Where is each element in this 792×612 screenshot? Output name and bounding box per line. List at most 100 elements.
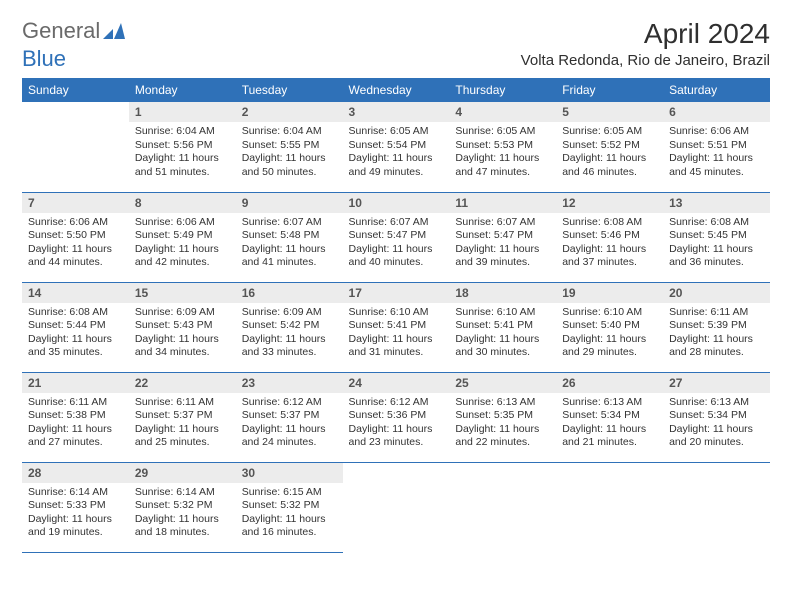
day-number: 26 bbox=[556, 373, 663, 393]
day-content: Sunrise: 6:09 AMSunset: 5:43 PMDaylight:… bbox=[129, 303, 236, 367]
day-number: 22 bbox=[129, 373, 236, 393]
day-sunset: Sunset: 5:47 PM bbox=[349, 229, 444, 243]
day-sunrise: Sunrise: 6:13 AM bbox=[669, 396, 764, 410]
day-sunset: Sunset: 5:41 PM bbox=[349, 319, 444, 333]
calendar-cell: 29Sunrise: 6:14 AMSunset: 5:32 PMDayligh… bbox=[129, 462, 236, 552]
day-number: 24 bbox=[343, 373, 450, 393]
day-content: Sunrise: 6:06 AMSunset: 5:51 PMDaylight:… bbox=[663, 122, 770, 186]
day-daylight: Daylight: 11 hours and 39 minutes. bbox=[455, 243, 550, 270]
calendar-cell: 14Sunrise: 6:08 AMSunset: 5:44 PMDayligh… bbox=[22, 282, 129, 372]
day-number: 16 bbox=[236, 283, 343, 303]
day-daylight: Daylight: 11 hours and 23 minutes. bbox=[349, 423, 444, 450]
calendar-cell: 28Sunrise: 6:14 AMSunset: 5:33 PMDayligh… bbox=[22, 462, 129, 552]
day-sunset: Sunset: 5:37 PM bbox=[135, 409, 230, 423]
day-sunrise: Sunrise: 6:11 AM bbox=[669, 306, 764, 320]
day-content: Sunrise: 6:07 AMSunset: 5:48 PMDaylight:… bbox=[236, 213, 343, 277]
day-header: Monday bbox=[129, 78, 236, 102]
day-header: Tuesday bbox=[236, 78, 343, 102]
calendar-cell: 24Sunrise: 6:12 AMSunset: 5:36 PMDayligh… bbox=[343, 372, 450, 462]
day-sunrise: Sunrise: 6:08 AM bbox=[669, 216, 764, 230]
day-daylight: Daylight: 11 hours and 49 minutes. bbox=[349, 152, 444, 179]
calendar-cell: 3Sunrise: 6:05 AMSunset: 5:54 PMDaylight… bbox=[343, 102, 450, 192]
day-number: 2 bbox=[236, 102, 343, 122]
day-sunrise: Sunrise: 6:12 AM bbox=[349, 396, 444, 410]
day-content: Sunrise: 6:11 AMSunset: 5:38 PMDaylight:… bbox=[22, 393, 129, 457]
day-number: 29 bbox=[129, 463, 236, 483]
calendar-cell: 10Sunrise: 6:07 AMSunset: 5:47 PMDayligh… bbox=[343, 192, 450, 282]
calendar-cell: 18Sunrise: 6:10 AMSunset: 5:41 PMDayligh… bbox=[449, 282, 556, 372]
day-content: Sunrise: 6:10 AMSunset: 5:41 PMDaylight:… bbox=[449, 303, 556, 367]
calendar-cell: 8Sunrise: 6:06 AMSunset: 5:49 PMDaylight… bbox=[129, 192, 236, 282]
day-content: Sunrise: 6:11 AMSunset: 5:37 PMDaylight:… bbox=[129, 393, 236, 457]
day-content: Sunrise: 6:13 AMSunset: 5:35 PMDaylight:… bbox=[449, 393, 556, 457]
day-number: 8 bbox=[129, 193, 236, 213]
day-number: 6 bbox=[663, 102, 770, 122]
day-sunset: Sunset: 5:32 PM bbox=[242, 499, 337, 513]
day-daylight: Daylight: 11 hours and 45 minutes. bbox=[669, 152, 764, 179]
day-number: 27 bbox=[663, 373, 770, 393]
day-sunrise: Sunrise: 6:15 AM bbox=[242, 486, 337, 500]
calendar-cell: 17Sunrise: 6:10 AMSunset: 5:41 PMDayligh… bbox=[343, 282, 450, 372]
day-sunrise: Sunrise: 6:05 AM bbox=[349, 125, 444, 139]
calendar-cell: 30Sunrise: 6:15 AMSunset: 5:32 PMDayligh… bbox=[236, 462, 343, 552]
day-sunrise: Sunrise: 6:05 AM bbox=[562, 125, 657, 139]
day-daylight: Daylight: 11 hours and 24 minutes. bbox=[242, 423, 337, 450]
day-content: Sunrise: 6:12 AMSunset: 5:37 PMDaylight:… bbox=[236, 393, 343, 457]
day-daylight: Daylight: 11 hours and 33 minutes. bbox=[242, 333, 337, 360]
logo-mark-icon bbox=[103, 22, 125, 40]
day-number: 20 bbox=[663, 283, 770, 303]
day-number: 1 bbox=[129, 102, 236, 122]
calendar-cell: 22Sunrise: 6:11 AMSunset: 5:37 PMDayligh… bbox=[129, 372, 236, 462]
day-sunrise: Sunrise: 6:11 AM bbox=[135, 396, 230, 410]
day-number: 7 bbox=[22, 193, 129, 213]
day-sunset: Sunset: 5:32 PM bbox=[135, 499, 230, 513]
day-daylight: Daylight: 11 hours and 46 minutes. bbox=[562, 152, 657, 179]
day-number: 30 bbox=[236, 463, 343, 483]
day-sunset: Sunset: 5:35 PM bbox=[455, 409, 550, 423]
calendar-cell: 26Sunrise: 6:13 AMSunset: 5:34 PMDayligh… bbox=[556, 372, 663, 462]
day-content: Sunrise: 6:15 AMSunset: 5:32 PMDaylight:… bbox=[236, 483, 343, 547]
day-content: Sunrise: 6:07 AMSunset: 5:47 PMDaylight:… bbox=[343, 213, 450, 277]
day-sunrise: Sunrise: 6:07 AM bbox=[455, 216, 550, 230]
day-number: 13 bbox=[663, 193, 770, 213]
day-daylight: Daylight: 11 hours and 20 minutes. bbox=[669, 423, 764, 450]
calendar-cell: 13Sunrise: 6:08 AMSunset: 5:45 PMDayligh… bbox=[663, 192, 770, 282]
day-content: Sunrise: 6:12 AMSunset: 5:36 PMDaylight:… bbox=[343, 393, 450, 457]
day-number: 25 bbox=[449, 373, 556, 393]
day-sunset: Sunset: 5:43 PM bbox=[135, 319, 230, 333]
day-sunset: Sunset: 5:56 PM bbox=[135, 139, 230, 153]
day-number: 9 bbox=[236, 193, 343, 213]
day-content: Sunrise: 6:09 AMSunset: 5:42 PMDaylight:… bbox=[236, 303, 343, 367]
day-sunrise: Sunrise: 6:12 AM bbox=[242, 396, 337, 410]
day-content: Sunrise: 6:10 AMSunset: 5:41 PMDaylight:… bbox=[343, 303, 450, 367]
day-sunset: Sunset: 5:46 PM bbox=[562, 229, 657, 243]
calendar-cell: 2Sunrise: 6:04 AMSunset: 5:55 PMDaylight… bbox=[236, 102, 343, 192]
day-content: Sunrise: 6:08 AMSunset: 5:44 PMDaylight:… bbox=[22, 303, 129, 367]
day-daylight: Daylight: 11 hours and 25 minutes. bbox=[135, 423, 230, 450]
day-sunrise: Sunrise: 6:13 AM bbox=[562, 396, 657, 410]
day-content: Sunrise: 6:13 AMSunset: 5:34 PMDaylight:… bbox=[556, 393, 663, 457]
day-content: Sunrise: 6:14 AMSunset: 5:33 PMDaylight:… bbox=[22, 483, 129, 547]
day-header: Sunday bbox=[22, 78, 129, 102]
calendar-week: 7Sunrise: 6:06 AMSunset: 5:50 PMDaylight… bbox=[22, 192, 770, 282]
calendar-body: 1Sunrise: 6:04 AMSunset: 5:56 PMDaylight… bbox=[22, 102, 770, 552]
calendar-cell bbox=[343, 462, 450, 552]
calendar-cell: 1Sunrise: 6:04 AMSunset: 5:56 PMDaylight… bbox=[129, 102, 236, 192]
day-daylight: Daylight: 11 hours and 29 minutes. bbox=[562, 333, 657, 360]
day-number: 14 bbox=[22, 283, 129, 303]
day-content: Sunrise: 6:05 AMSunset: 5:54 PMDaylight:… bbox=[343, 122, 450, 186]
day-daylight: Daylight: 11 hours and 22 minutes. bbox=[455, 423, 550, 450]
day-daylight: Daylight: 11 hours and 27 minutes. bbox=[28, 423, 123, 450]
calendar-cell: 23Sunrise: 6:12 AMSunset: 5:37 PMDayligh… bbox=[236, 372, 343, 462]
day-content: Sunrise: 6:11 AMSunset: 5:39 PMDaylight:… bbox=[663, 303, 770, 367]
day-sunset: Sunset: 5:44 PM bbox=[28, 319, 123, 333]
day-sunset: Sunset: 5:40 PM bbox=[562, 319, 657, 333]
day-sunset: Sunset: 5:50 PM bbox=[28, 229, 123, 243]
day-sunrise: Sunrise: 6:09 AM bbox=[242, 306, 337, 320]
day-content: Sunrise: 6:06 AMSunset: 5:50 PMDaylight:… bbox=[22, 213, 129, 277]
day-sunrise: Sunrise: 6:11 AM bbox=[28, 396, 123, 410]
day-daylight: Daylight: 11 hours and 41 minutes. bbox=[242, 243, 337, 270]
day-sunset: Sunset: 5:53 PM bbox=[455, 139, 550, 153]
calendar-cell: 9Sunrise: 6:07 AMSunset: 5:48 PMDaylight… bbox=[236, 192, 343, 282]
day-sunrise: Sunrise: 6:08 AM bbox=[562, 216, 657, 230]
